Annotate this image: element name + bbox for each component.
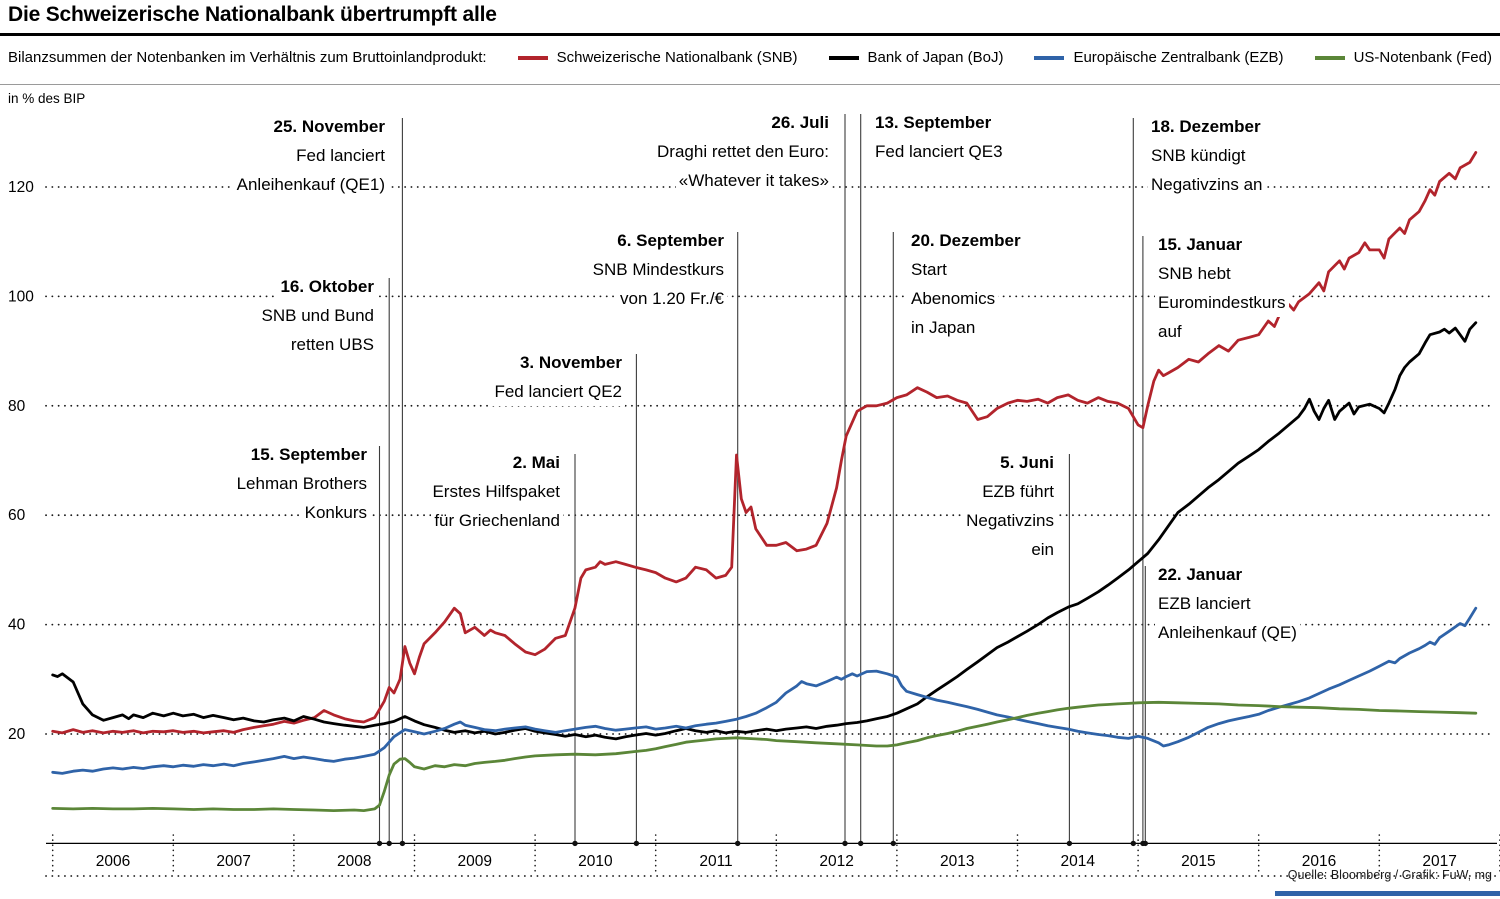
year-label: 2007 [216, 853, 250, 870]
y-tick-label: 120 [8, 179, 34, 196]
y-tick-label: 80 [8, 398, 26, 415]
legend-item-ezb: Europäische Zentralbank (EZB) [1034, 49, 1284, 66]
event-dot [890, 840, 896, 847]
year-label: 2015 [1181, 853, 1215, 870]
series-line-ezb [51, 606, 1478, 775]
event-dot [1066, 840, 1073, 847]
event-dot [572, 840, 578, 847]
snb-color-swatch [517, 55, 548, 60]
source-credit: Quelle: Bloomberg / Grafik: FuW, mg [1287, 868, 1492, 882]
fed-color-swatch [1314, 55, 1345, 60]
gridlines-layer: 20 40 60 80 100 120 [8, 179, 1495, 743]
event-dot [633, 840, 640, 847]
axis-layer: 2006 2007 2008 2009 2010 2011 2012 2013 2014 2015… [45, 834, 1500, 877]
year-label: 2013 [940, 853, 974, 870]
y-tick-label: 40 [8, 617, 26, 634]
event-lines-layer [376, 114, 1149, 847]
year-label: 2008 [337, 853, 371, 870]
legend-item-label: Bank of Japan (BoJ) [867, 49, 1004, 66]
year-label: 2017 [1422, 853, 1456, 870]
ezb-color-swatch [1034, 55, 1065, 60]
year-label: 2009 [458, 853, 492, 870]
event-dot [842, 840, 848, 847]
event-dot [376, 840, 383, 847]
legend-item-label: Europäische Zentralbank (EZB) [1073, 49, 1284, 66]
legend-item-fed: US-Notenbank (Fed) [1314, 49, 1492, 66]
event-dot [386, 840, 392, 847]
year-label: 2011 [699, 853, 732, 870]
legend-rule [0, 84, 1500, 85]
y-tick-label: 20 [8, 726, 26, 743]
event-dot [1142, 840, 1149, 847]
legend-item-label: Schweizerische Nationalbank (SNB) [556, 49, 798, 66]
legend-item-boj: Bank of Japan (BoJ) [828, 49, 1004, 66]
title-rule [0, 33, 1500, 36]
year-label: 2012 [819, 853, 853, 870]
brand-bar [1275, 891, 1500, 896]
year-label: 2006 [96, 853, 130, 870]
legend-description: Bilanzsummen der Notenbanken im Verhältn… [8, 49, 487, 66]
y-tick-label: 100 [8, 288, 34, 305]
event-dot [1130, 840, 1137, 847]
year-label: 2010 [578, 853, 613, 870]
axis-unit-label: in % des BIP [8, 91, 86, 106]
event-dot [858, 840, 864, 847]
page-title: Die Schweizerische Nationalbank übertrum… [8, 3, 497, 26]
event-dot [399, 840, 406, 847]
y-tick-label: 60 [8, 507, 26, 524]
boj-color-swatch [828, 55, 859, 60]
year-label: 2014 [1061, 853, 1096, 870]
series-line-fed [51, 700, 1478, 812]
legend-item-label: US-Notenbank (Fed) [1353, 49, 1492, 66]
legend-item-snb: Schweizerische Nationalbank (SNB) [517, 49, 798, 66]
series-line-snb [51, 151, 1478, 735]
legend: Bilanzsummen der Notenbanken im Verhältn… [8, 49, 1492, 66]
series-layer [51, 151, 1478, 812]
year-label: 2016 [1302, 853, 1336, 870]
event-dot [735, 840, 741, 847]
series-line-boj [51, 321, 1478, 741]
